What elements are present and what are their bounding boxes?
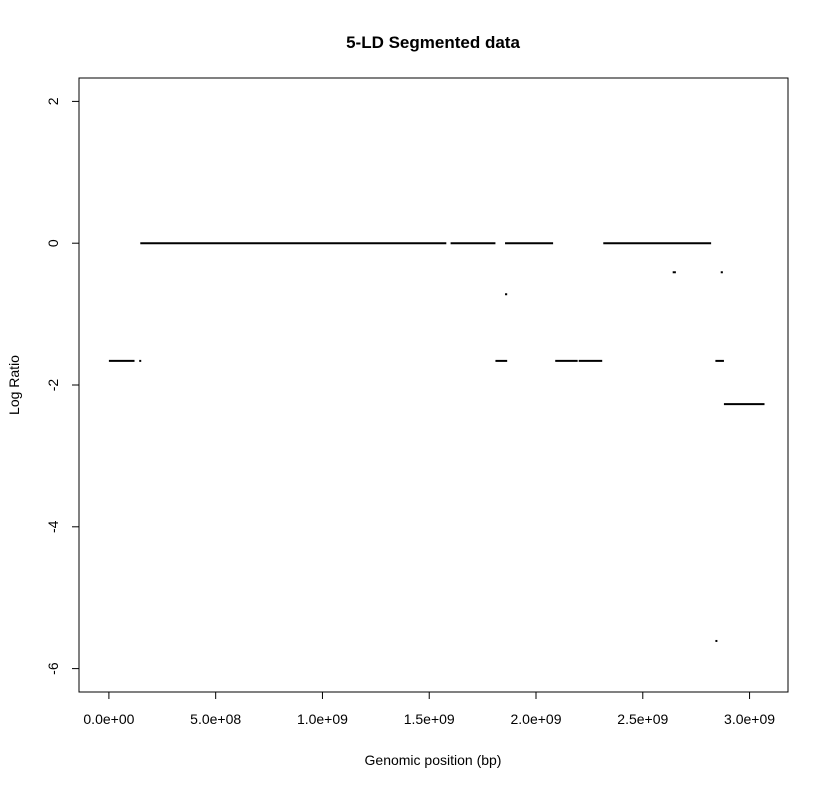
y-axis: 2 0 -2 -4 -6 bbox=[45, 97, 80, 675]
segments-layer bbox=[108, 242, 765, 642]
chart-title: 5-LD Segmented data bbox=[346, 33, 520, 52]
x-tick-label: 2.0e+09 bbox=[511, 711, 562, 727]
y-tick-label: -6 bbox=[45, 662, 61, 675]
x-tick-label: 2.5e+09 bbox=[617, 711, 668, 727]
y-axis-label: Log Ratio bbox=[6, 355, 22, 415]
plot-frame bbox=[78, 77, 789, 693]
y-tick-label: 2 bbox=[45, 97, 61, 105]
y-tick-label: -2 bbox=[45, 379, 61, 392]
x-axis-label: Genomic position (bp) bbox=[365, 752, 502, 768]
x-tick-label: 1.0e+09 bbox=[297, 711, 348, 727]
x-tick-label: 1.5e+09 bbox=[404, 711, 455, 727]
x-axis: 0.0e+00 5.0e+08 1.0e+09 1.5e+09 2.0e+09 2.5e+… bbox=[83, 691, 775, 727]
y-tick-label: -4 bbox=[45, 520, 61, 533]
y-tick-label: 0 bbox=[45, 239, 61, 247]
x-tick-label: 0.0e+00 bbox=[83, 711, 134, 727]
x-tick-label: 5.0e+08 bbox=[190, 711, 241, 727]
x-tick-label: 3.0e+09 bbox=[724, 711, 775, 727]
